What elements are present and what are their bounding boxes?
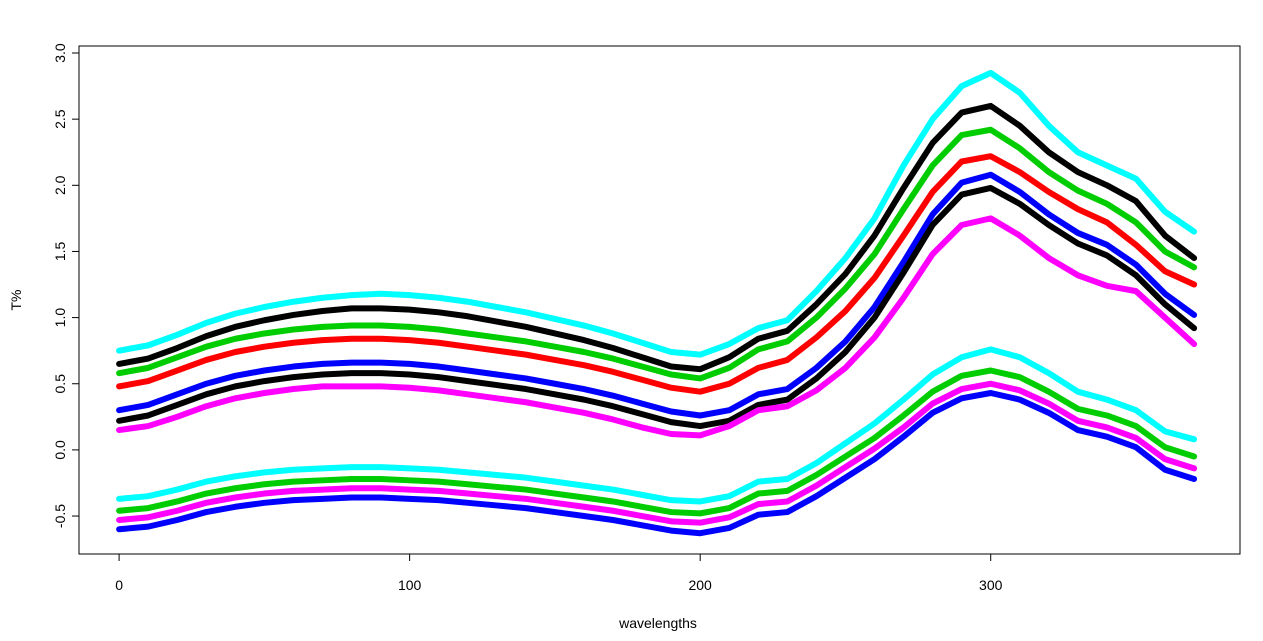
- spectrum-line: [116, 380, 1198, 526]
- spectrum-line: [116, 367, 1198, 517]
- y-tick-label: 3.0: [52, 43, 68, 63]
- y-tick-label: -0.5: [52, 504, 68, 528]
- spectrum-line: [116, 390, 1198, 537]
- plot-box: [78, 45, 1241, 555]
- spectrum-line: [116, 346, 1198, 505]
- spectrum-line: [116, 171, 1198, 419]
- x-axis-title: wavelengths: [618, 615, 697, 631]
- spectrum-line: [116, 102, 1198, 373]
- x-tick-label: 100: [398, 577, 422, 593]
- x-tick-label: 300: [979, 577, 1003, 593]
- y-tick-label: 2.5: [52, 109, 68, 129]
- y-tick-label: 1.5: [52, 242, 68, 262]
- x-tick-label: 200: [688, 577, 712, 593]
- x-tick-label: 0: [115, 577, 123, 593]
- spectrum-line: [116, 153, 1198, 395]
- spectrum-line: [116, 215, 1198, 439]
- y-tick-label: 0.5: [52, 374, 68, 394]
- y-tick-label: 1.0: [52, 308, 68, 328]
- y-tick-label: 2.0: [52, 175, 68, 195]
- y-tick-label: 0.0: [52, 440, 68, 460]
- spectrum-line: [116, 126, 1198, 382]
- spectrum-line: [116, 69, 1198, 358]
- spectrum-line: [116, 184, 1198, 430]
- y-axis-title: T%: [8, 290, 24, 311]
